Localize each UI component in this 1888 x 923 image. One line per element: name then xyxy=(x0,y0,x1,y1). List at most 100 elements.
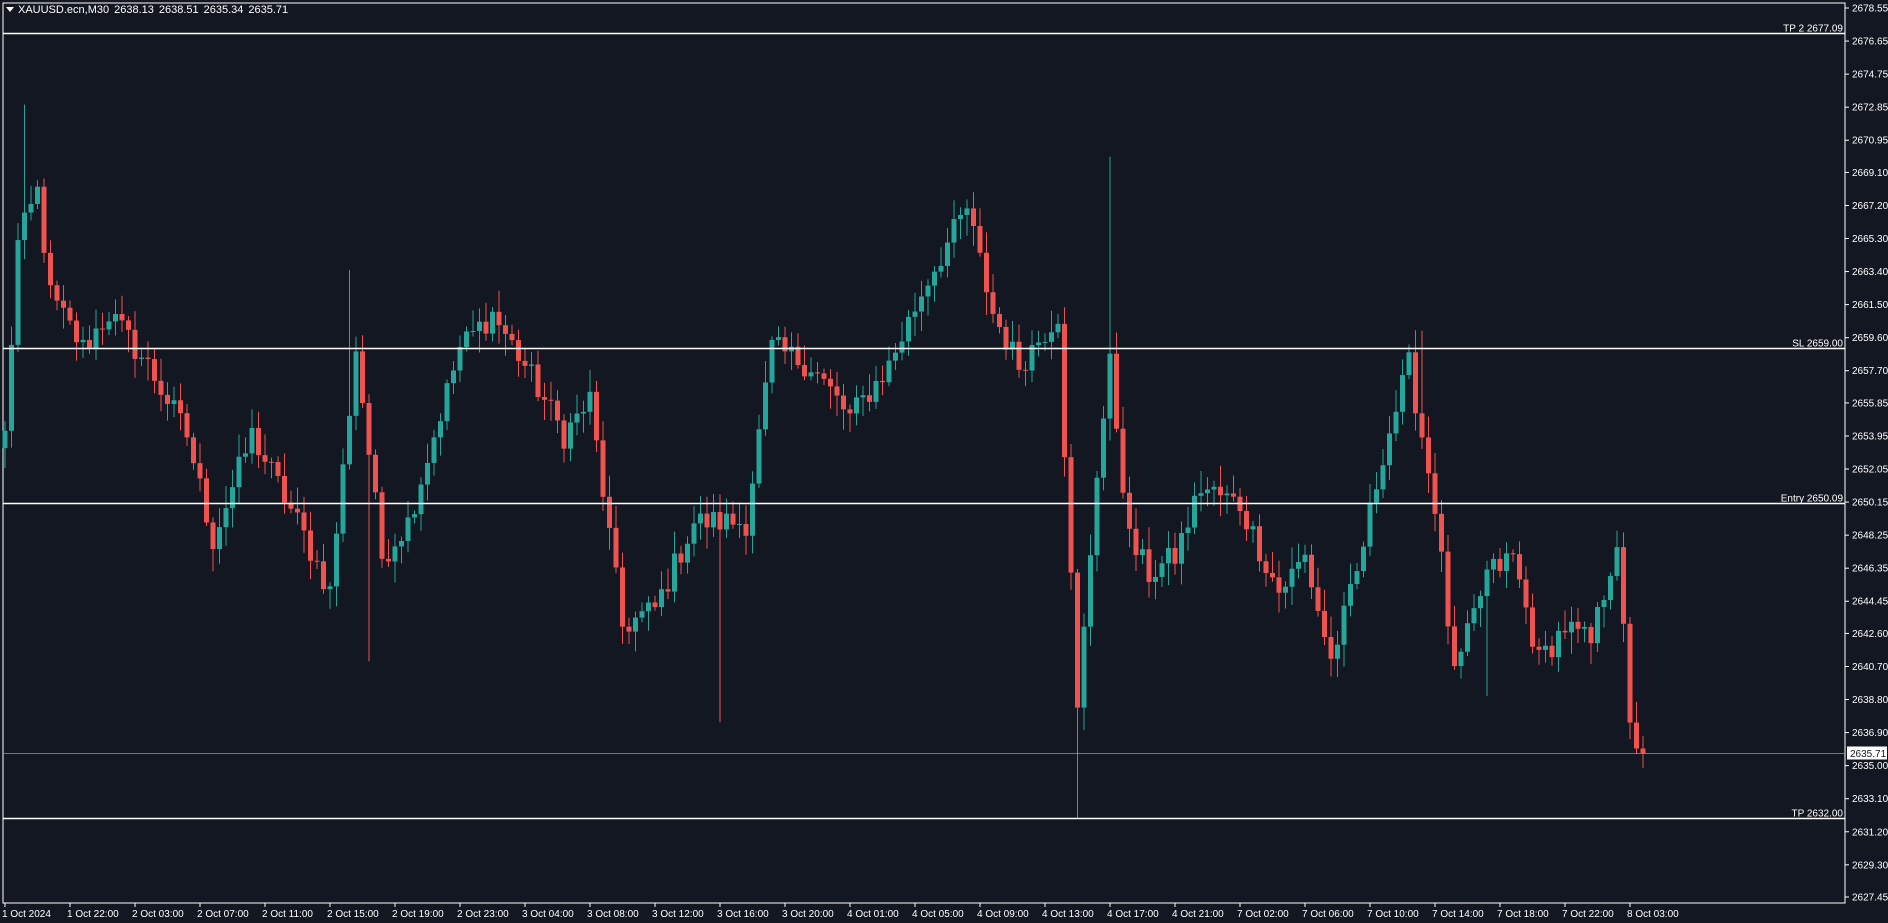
candle-body xyxy=(184,413,190,438)
candle-body xyxy=(360,351,365,404)
candle-body xyxy=(503,325,508,334)
candle-body xyxy=(1640,748,1646,754)
y-tick-label: 2631.20 xyxy=(1852,827,1888,838)
candle-body xyxy=(106,321,112,330)
candle-body xyxy=(126,320,131,330)
candle-body xyxy=(529,364,534,366)
candle-body xyxy=(1036,342,1041,346)
time-axis[interactable]: 1 Oct 2024 1 Oct 22:00 2 Oct 03:00 2 Oct 07… xyxy=(2,903,1679,920)
candle-body xyxy=(587,391,593,412)
candle-body xyxy=(717,512,723,530)
candle-body xyxy=(1146,549,1152,582)
candle-body xyxy=(165,394,170,404)
candle-body xyxy=(1315,587,1321,611)
candle-body xyxy=(1348,584,1353,606)
y-tick-label: 2650.15 xyxy=(1852,498,1888,509)
candles-group xyxy=(2,104,1646,818)
candle-body xyxy=(1634,722,1639,749)
y-tick-label: 2644.45 xyxy=(1852,597,1888,608)
candle-body xyxy=(1159,563,1165,577)
candle-body xyxy=(1296,562,1301,569)
candle-body xyxy=(1114,353,1119,429)
candle-body xyxy=(74,320,79,343)
candle-body xyxy=(191,437,196,464)
candle-body xyxy=(100,328,105,330)
candle-body xyxy=(1192,495,1197,528)
x-tick-label: 4 Oct 17:00 xyxy=(1107,909,1159,920)
candle-body xyxy=(984,252,989,293)
candle-body xyxy=(1023,369,1028,371)
candle-body xyxy=(1497,558,1503,571)
x-tick-label: 7 Oct 14:00 xyxy=(1432,909,1484,920)
candle-body xyxy=(828,378,833,387)
candle-body xyxy=(691,523,697,544)
candle-body xyxy=(633,617,638,632)
close-value: 2635.71 xyxy=(248,4,289,16)
y-tick-label: 2629.30 xyxy=(1852,860,1888,871)
candle-body xyxy=(1621,547,1626,624)
candle-body xyxy=(139,357,144,359)
candle-body xyxy=(1426,437,1431,474)
candle-body xyxy=(197,463,203,479)
candle-body xyxy=(685,543,690,563)
candle-body xyxy=(756,429,762,484)
candle-body xyxy=(496,311,502,326)
candle-body xyxy=(613,527,619,568)
candle-body xyxy=(438,421,443,438)
x-tick-label: 3 Oct 20:00 xyxy=(782,909,834,920)
candle-body xyxy=(841,395,846,410)
y-tick-label: 2636.90 xyxy=(1852,728,1888,739)
candle-body xyxy=(1263,561,1269,573)
candle-body xyxy=(15,240,21,345)
candle-body xyxy=(1179,533,1184,564)
candle-body xyxy=(477,321,482,332)
x-tick-label: 2 Oct 07:00 xyxy=(197,909,249,920)
candle-body xyxy=(347,415,352,465)
candle-body xyxy=(1309,554,1314,588)
candle-body xyxy=(854,397,859,414)
candle-body xyxy=(1328,637,1334,659)
candle-body xyxy=(1575,621,1581,629)
candle-body xyxy=(847,409,853,414)
x-tick-label: 7 Oct 10:00 xyxy=(1367,909,1419,920)
price-axis[interactable]: 2678.55 2676.65 2674.75 2672.85 2670.95 2669.… xyxy=(1845,4,1888,904)
candle-body xyxy=(782,337,788,352)
open-value: 2638.13 xyxy=(114,4,154,16)
collapse-triangle-icon[interactable] xyxy=(6,7,14,12)
candle-body xyxy=(678,553,684,563)
candle-body xyxy=(581,411,586,414)
candle-body xyxy=(977,225,983,253)
candle-body xyxy=(93,328,99,348)
candle-body xyxy=(483,321,489,334)
candle-body xyxy=(1003,326,1009,350)
candle-body xyxy=(282,475,287,503)
x-tick-label: 4 Oct 01:00 xyxy=(847,909,899,920)
candle-body xyxy=(28,203,34,213)
x-tick-label: 4 Oct 21:00 xyxy=(1172,909,1224,920)
candle-body xyxy=(334,533,339,587)
candle-body xyxy=(1270,572,1275,578)
candle-body xyxy=(1172,548,1178,564)
candle-body xyxy=(1582,626,1587,629)
candle-body xyxy=(1244,511,1249,530)
candle-body xyxy=(1374,489,1379,503)
candle-body xyxy=(1439,513,1444,552)
candle-body xyxy=(67,307,73,321)
candle-body xyxy=(451,370,456,384)
candle-body xyxy=(405,517,411,542)
candle-body xyxy=(1211,486,1217,490)
candle-body xyxy=(399,541,404,547)
x-tick-label: 4 Oct 13:00 xyxy=(1042,909,1094,920)
candle-body xyxy=(620,567,625,627)
candle-body xyxy=(600,440,606,497)
candle-body xyxy=(87,339,92,348)
candle-body xyxy=(158,380,164,395)
candle-body xyxy=(1153,576,1158,582)
y-tick-label: 2674.75 xyxy=(1852,70,1888,81)
plot-border xyxy=(2,2,1846,904)
candle-body xyxy=(217,527,222,549)
y-tick-label: 2667.20 xyxy=(1852,201,1888,212)
y-tick-label: 2638.80 xyxy=(1852,695,1888,706)
